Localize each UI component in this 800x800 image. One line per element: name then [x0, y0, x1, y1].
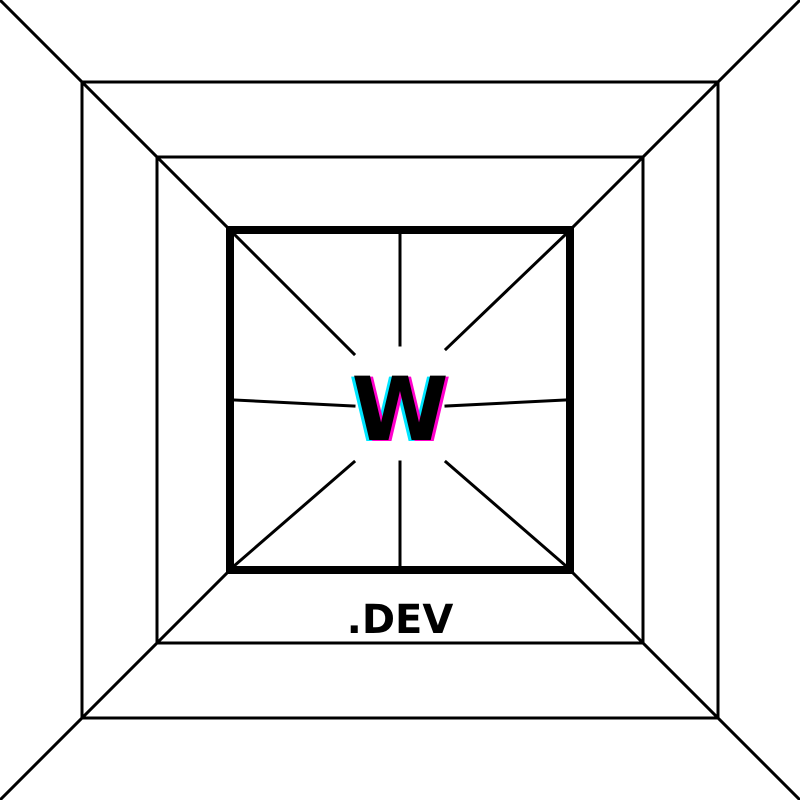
diagonal-bottom-left — [0, 567, 233, 800]
letter-shadow-magenta: W — [354, 359, 451, 462]
tld-label: .DEV — [347, 597, 454, 643]
letter-shadow-cyan: W — [348, 359, 445, 462]
diagonal-top-left — [0, 0, 233, 233]
logo-letter: W — [351, 358, 448, 461]
ray-left — [232, 398, 356, 408]
ray-top-right — [443, 231, 569, 352]
inner-rays — [231, 231, 569, 569]
outer-square — [80, 80, 720, 720]
diagonal-top-right — [567, 0, 800, 233]
ray-bottom-left — [231, 459, 357, 569]
diagonal-bottom-right — [567, 567, 800, 800]
ray-top-left — [231, 231, 357, 357]
logo-letter-group: W W W — [348, 358, 451, 462]
middle-square — [155, 155, 645, 645]
inner-square — [226, 226, 574, 574]
ray-right — [444, 398, 568, 408]
ray-bottom-right — [443, 459, 569, 569]
